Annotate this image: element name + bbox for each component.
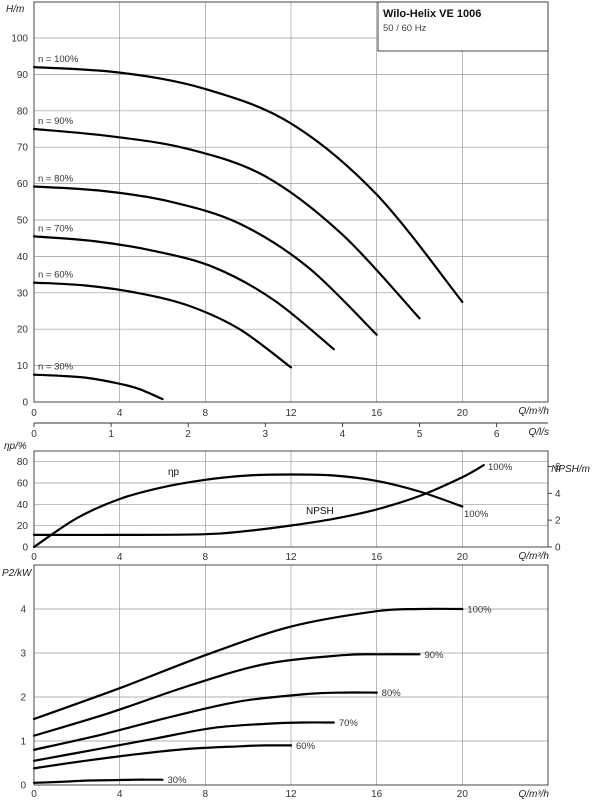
power-xtick-label: 12 <box>285 789 297 800</box>
head-xlabel2: Q/l/s <box>528 427 549 438</box>
efficiency-curve <box>32 473 464 549</box>
head-ytick-label: 20 <box>17 325 29 336</box>
head-xtick-label: 0 <box>31 408 37 419</box>
power-curve-label: 90% <box>425 650 445 661</box>
eff-ytick-label: 20 <box>17 521 29 532</box>
head-ytick-label: 10 <box>17 361 29 372</box>
npsh-curve <box>32 464 485 537</box>
eff-xtick-label: 12 <box>285 552 297 563</box>
power-curve <box>32 778 164 784</box>
head-curve <box>32 127 421 320</box>
head-curve <box>32 185 378 336</box>
power-ytick-label: 1 <box>20 737 26 748</box>
eff-plot-frame <box>33 450 549 548</box>
head-ytick-label: 60 <box>17 179 29 190</box>
head-curve-label: n = 90% <box>38 116 74 127</box>
head-plot-frame <box>33 1 549 403</box>
eff-xtick-label: 20 <box>457 552 469 563</box>
eff-ytick-label: 40 <box>17 500 29 511</box>
head-xtick2-label: 1 <box>108 429 114 440</box>
head-xtick2-label: 3 <box>263 429 269 440</box>
npsh-ytick-label: 0 <box>555 543 561 554</box>
head-ytick-label: 50 <box>17 216 29 227</box>
head-curve <box>32 235 335 351</box>
head-xtick-label: 12 <box>285 408 297 419</box>
head-curve <box>32 281 293 369</box>
npsh-ylabel: NPSH/m <box>551 464 590 475</box>
power-curve-label: 70% <box>339 718 359 729</box>
head-ytick-label: 100 <box>11 34 28 45</box>
power-xtick-label: 8 <box>203 789 209 800</box>
head-curve-label: n = 80% <box>38 174 74 185</box>
eff-xtick-label: 0 <box>31 552 37 563</box>
eff-xlabel: Q/m³/h <box>518 551 549 562</box>
head-xtick-label: 20 <box>457 408 469 419</box>
power-ytick-label: 0 <box>20 781 26 792</box>
power-curve <box>32 653 421 737</box>
head-xtick2-label: 2 <box>185 429 191 440</box>
head-ylabel: H/m <box>6 4 24 15</box>
head-ytick-label: 0 <box>22 398 28 409</box>
head-curve-label: n = 70% <box>38 223 74 234</box>
head-xlabel: Q/m³/h <box>518 406 549 417</box>
eff-xtick-label: 16 <box>371 552 383 563</box>
power-curve-label: 100% <box>467 605 492 616</box>
eff-ylabel: ηp/% <box>4 441 27 452</box>
head-curve-label: n = 30% <box>38 362 74 373</box>
power-plot-frame <box>33 564 549 786</box>
eff-xtick-label: 8 <box>203 552 209 563</box>
head-xtick2-label: 6 <box>494 429 500 440</box>
npsh-ytick-label: 6 <box>555 462 561 473</box>
eff-ytick-label: 60 <box>17 479 29 490</box>
head-xtick2-label: 5 <box>417 429 423 440</box>
power-xtick-label: 20 <box>457 789 469 800</box>
efficiency-end-label: 100% <box>464 509 489 520</box>
npsh-ytick-label: 4 <box>555 489 561 500</box>
eff-ytick-label: 80 <box>17 457 29 468</box>
power-curve-label: 80% <box>382 688 402 699</box>
head-xtick2-label: 4 <box>340 429 346 440</box>
power-curve <box>32 691 378 751</box>
head-xtick2-label: 0 <box>31 429 37 440</box>
power-curve-label: 60% <box>296 741 316 752</box>
head-ytick-label: 40 <box>17 252 29 263</box>
efficiency-series-label: ηp <box>168 467 180 478</box>
npsh-end-label: 100% <box>488 462 513 473</box>
chart-title: Wilo-Helix VE 1006 <box>383 8 481 20</box>
head-xtick-label: 4 <box>117 408 123 419</box>
head-curve-label: n = 60% <box>38 270 74 281</box>
head-curve-label: n = 100% <box>38 54 79 65</box>
power-ytick-label: 3 <box>20 649 26 660</box>
power-curve <box>32 721 335 762</box>
power-ytick-label: 4 <box>20 605 26 616</box>
head-ytick-label: 80 <box>17 106 29 117</box>
power-ytick-label: 2 <box>20 693 26 704</box>
power-xtick-label: 0 <box>31 789 37 800</box>
chart-subtitle: 50 / 60 Hz <box>383 23 427 34</box>
power-ylabel: P2/kW <box>2 568 33 579</box>
power-curve <box>32 607 464 721</box>
title-box <box>377 1 549 52</box>
head-curve <box>32 373 164 401</box>
power-xlabel: Q/m³/h <box>518 789 549 800</box>
eff-xtick-label: 4 <box>117 552 123 563</box>
npsh-series-label: NPSH <box>306 506 334 517</box>
power-curve <box>32 744 293 770</box>
head-ytick-label: 30 <box>17 288 29 299</box>
npsh-ytick-label: 2 <box>555 516 561 527</box>
power-xtick-label: 16 <box>371 789 383 800</box>
power-xtick-label: 4 <box>117 789 123 800</box>
head-xtick-label: 16 <box>371 408 383 419</box>
head-ytick-label: 70 <box>17 143 29 154</box>
power-curve-label: 30% <box>168 775 188 786</box>
head-ytick-label: 90 <box>17 70 29 81</box>
eff-ytick-label: 0 <box>22 543 28 554</box>
head-curve <box>32 66 464 303</box>
head-xtick-label: 8 <box>203 408 209 419</box>
